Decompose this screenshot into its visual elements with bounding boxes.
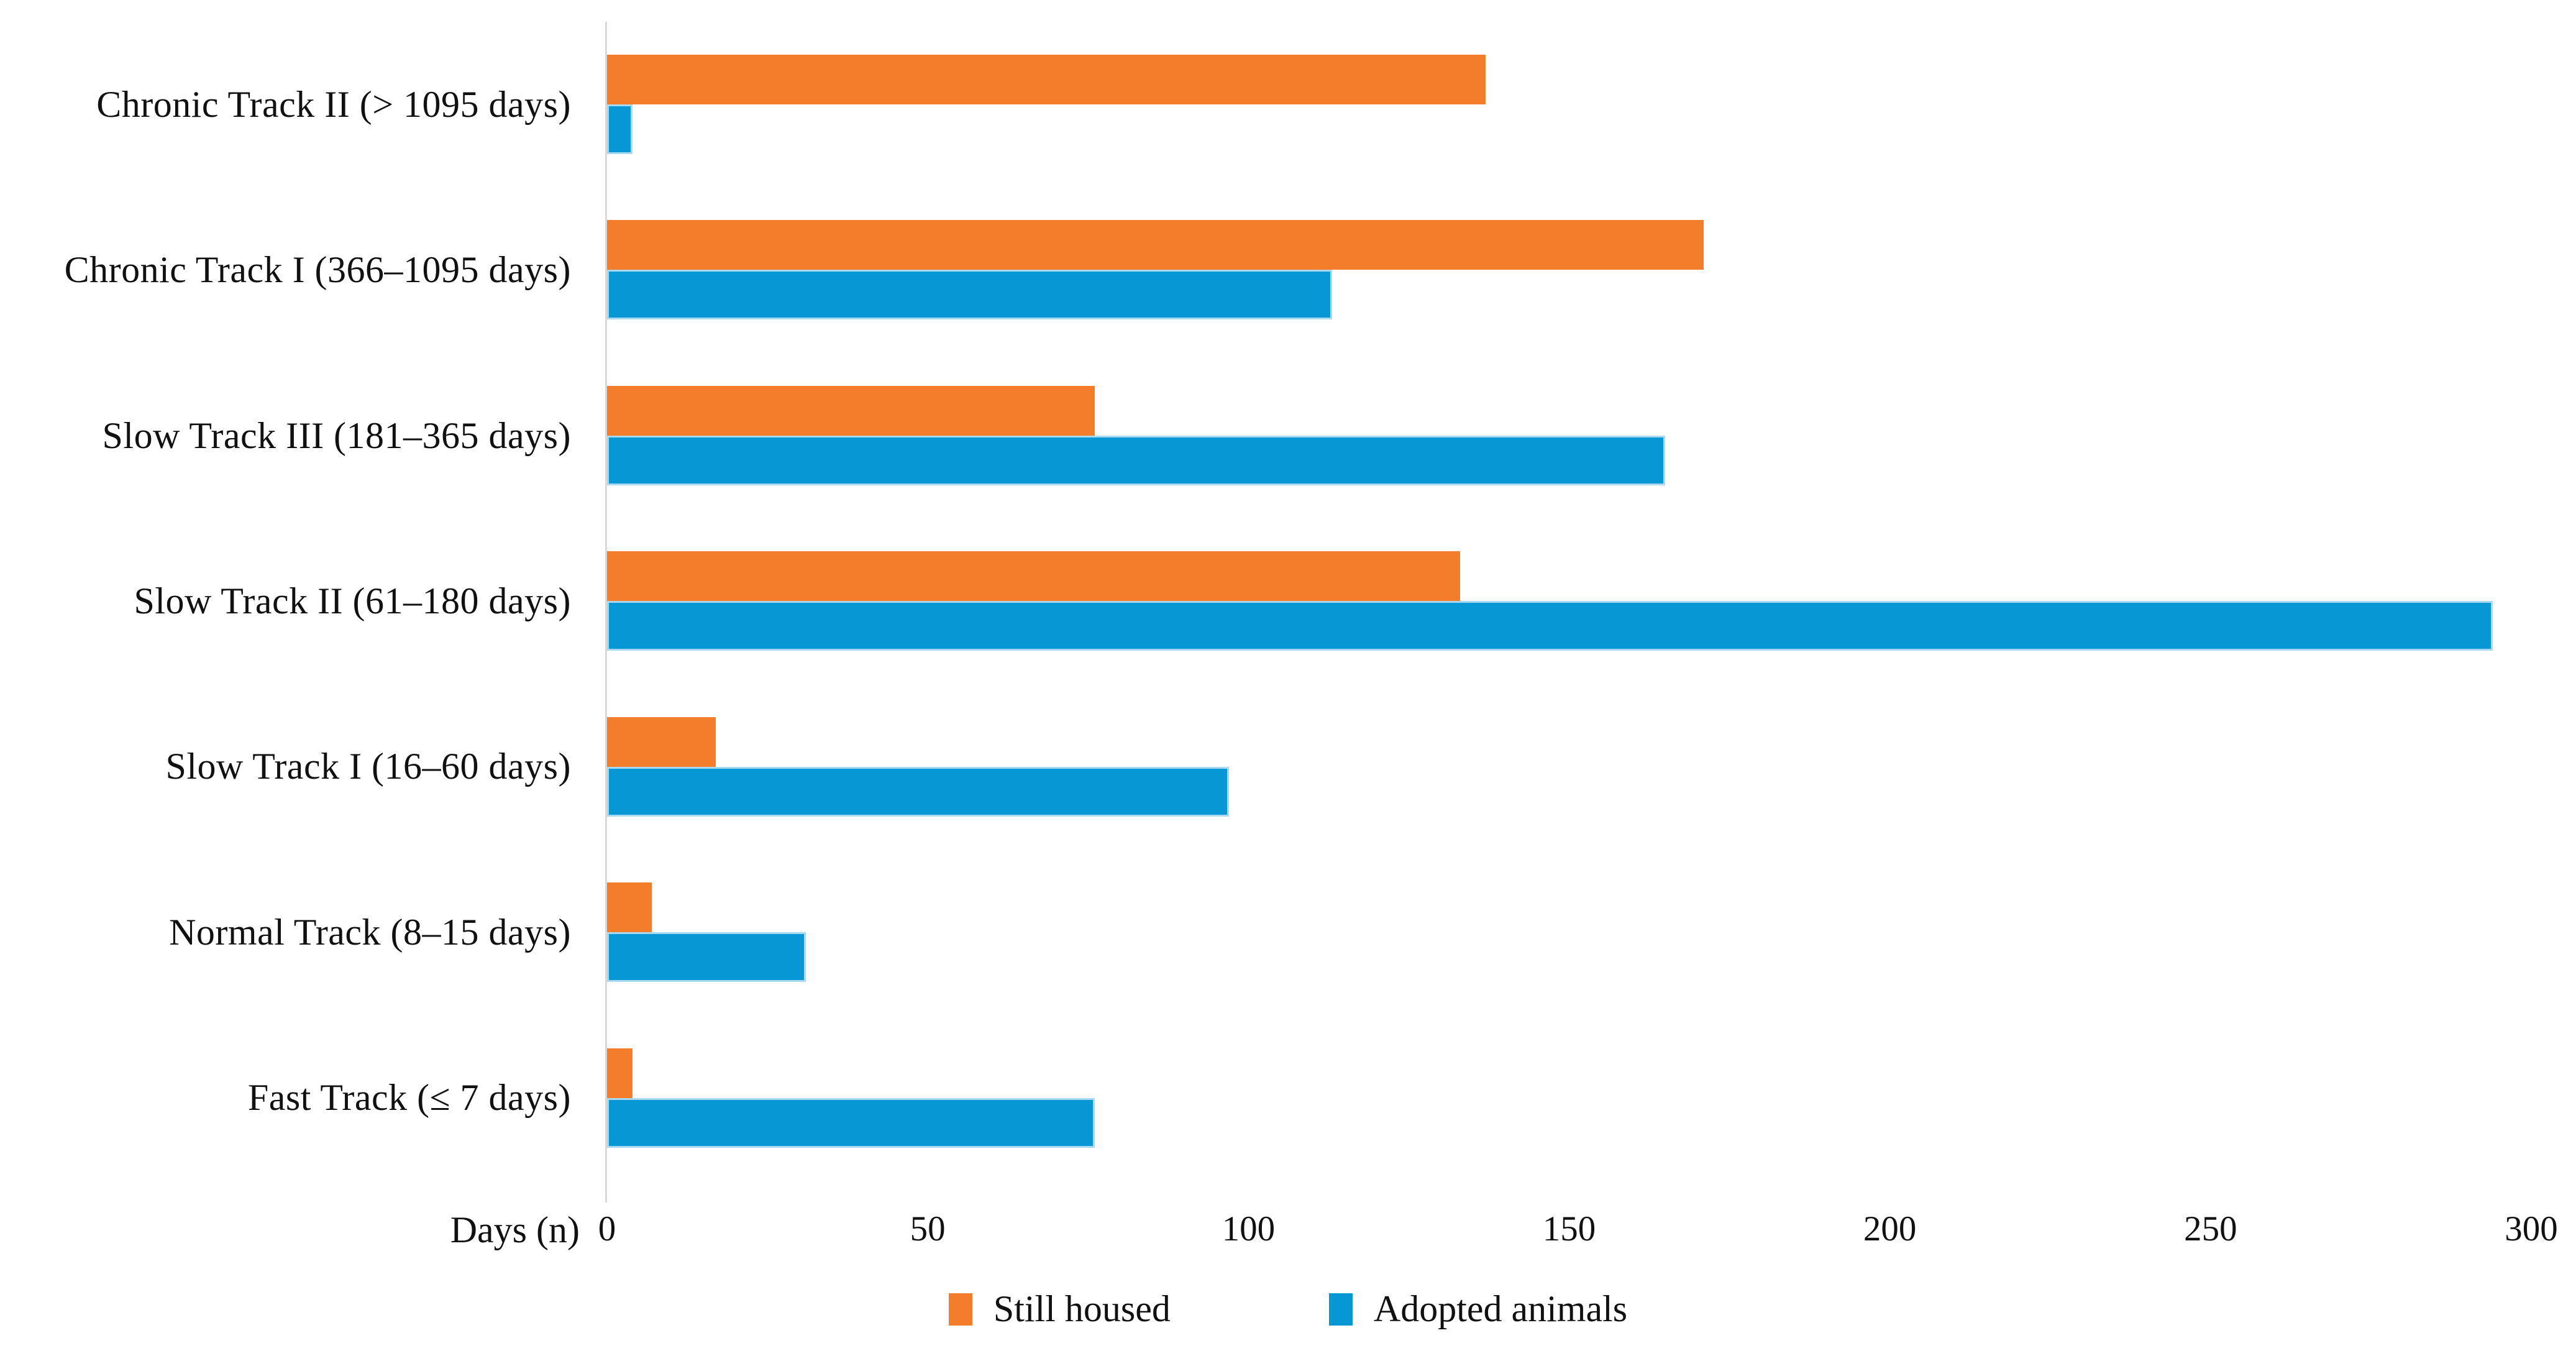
bar-still-housed bbox=[607, 220, 1704, 270]
legend-item-still-housed: Still housed bbox=[948, 1288, 1171, 1331]
bar-group bbox=[607, 187, 2531, 352]
legend-swatch bbox=[948, 1293, 972, 1326]
bar-still-housed bbox=[607, 385, 1095, 436]
category-label: Chronic Track I (366–1095 days) bbox=[64, 249, 571, 291]
bar-still-housed bbox=[607, 55, 1486, 104]
category-label: Fast Track (≤ 7 days) bbox=[247, 1077, 571, 1119]
category-label: Slow Track III (181–365 days) bbox=[102, 415, 571, 456]
y-axis-line bbox=[605, 22, 607, 1203]
x-axis-title: Days (n) bbox=[450, 1209, 580, 1250]
legend: Still housed Adopted animals bbox=[0, 1288, 2576, 1331]
x-tick-label: 100 bbox=[1222, 1209, 1276, 1248]
bar-still-housed bbox=[607, 717, 716, 767]
bar-adopted bbox=[607, 601, 2493, 651]
x-tick-label: 300 bbox=[2505, 1209, 2558, 1248]
bar-adopted bbox=[607, 766, 1230, 817]
bar-group bbox=[607, 684, 2531, 850]
bar-still-housed bbox=[607, 882, 652, 933]
bar-group bbox=[607, 22, 2531, 187]
x-tick-label: 0 bbox=[598, 1209, 616, 1248]
x-tick-label: 250 bbox=[2184, 1209, 2237, 1248]
x-tick-label: 150 bbox=[1542, 1209, 1596, 1248]
bar-adopted bbox=[607, 932, 806, 983]
bar-group bbox=[607, 1015, 2531, 1181]
category-label: Normal Track (8–15 days) bbox=[169, 911, 571, 953]
plot-area bbox=[605, 22, 2531, 1203]
bar-adopted bbox=[607, 270, 1332, 320]
legend-swatch bbox=[1328, 1293, 1353, 1326]
bar-group bbox=[607, 518, 2531, 684]
bar-still-housed bbox=[607, 1048, 633, 1098]
category-label: Slow Track I (16–60 days) bbox=[165, 746, 571, 787]
legend-item-adopted-animals: Adopted animals bbox=[1328, 1288, 1628, 1331]
bar-adopted bbox=[607, 104, 633, 154]
x-tick-label: 50 bbox=[910, 1209, 946, 1248]
legend-label: Adopted animals bbox=[1373, 1288, 1628, 1329]
bar-adopted bbox=[607, 1097, 1095, 1148]
bar-group bbox=[607, 850, 2531, 1015]
legend-label: Still housed bbox=[993, 1288, 1171, 1329]
bar-still-housed bbox=[607, 551, 1460, 602]
x-tick-label: 200 bbox=[1863, 1209, 1917, 1248]
bar-group bbox=[607, 353, 2531, 518]
bar-adopted bbox=[607, 435, 1666, 485]
category-label: Chronic Track II (> 1095 days) bbox=[96, 83, 571, 125]
category-label: Slow Track II (61–180 days) bbox=[134, 580, 571, 621]
